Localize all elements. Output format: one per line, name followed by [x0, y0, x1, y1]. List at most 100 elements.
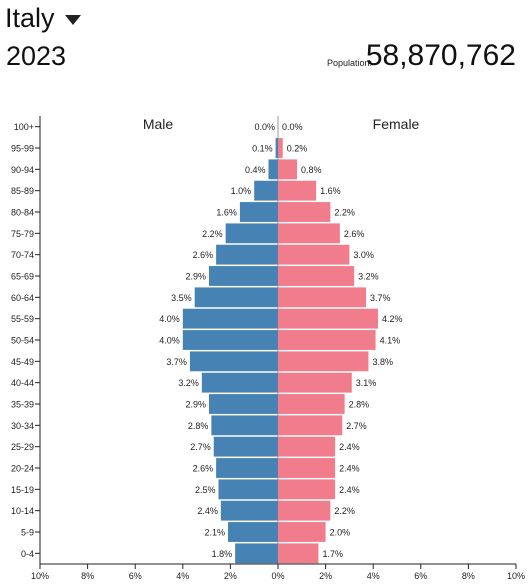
male-value-label: 3.7% — [166, 357, 187, 367]
female-bar — [278, 415, 343, 436]
y-tick-label: 25-29 — [11, 442, 34, 452]
female-bar — [278, 351, 369, 372]
female-value-label: 0.8% — [301, 165, 322, 175]
male-value-label: 2.6% — [193, 464, 214, 474]
y-tick-label: 100+ — [14, 122, 34, 132]
male-bar — [182, 330, 278, 350]
y-tick-label: 30-34 — [11, 421, 34, 431]
female-value-label: 2.4% — [339, 442, 360, 452]
female-value-label: 2.6% — [344, 229, 365, 239]
male-value-label: 2.1% — [205, 528, 226, 538]
male-value-label: 0.0% — [254, 122, 275, 132]
male-value-label: 2.8% — [188, 421, 209, 431]
y-tick-label: 15-19 — [11, 485, 34, 495]
y-tick-label: 55-59 — [11, 314, 34, 324]
male-value-label: 2.7% — [190, 442, 211, 452]
x-tick-label: 4% — [176, 571, 189, 581]
x-tick-label: 6% — [414, 571, 427, 581]
male-bar — [194, 287, 278, 308]
male-value-label: 1.6% — [216, 208, 237, 218]
population-value: 58,870,762 — [365, 39, 516, 72]
female-bar — [278, 202, 331, 222]
male-value-label: 2.4% — [197, 506, 218, 516]
female-value-label: 1.7% — [322, 549, 343, 559]
female-value-label: 3.7% — [370, 293, 391, 303]
x-tick-label: 6% — [129, 571, 142, 581]
male-value-label: 4.0% — [159, 336, 180, 346]
female-value-label: 0.0% — [282, 122, 303, 132]
female-bar — [278, 308, 378, 329]
female-value-label: 3.1% — [356, 378, 377, 388]
x-tick-label: 8% — [81, 571, 94, 581]
female-bar — [278, 436, 336, 457]
male-value-label: 2.6% — [193, 250, 214, 260]
x-tick-label: 4% — [367, 571, 380, 581]
female-bar — [278, 458, 336, 478]
y-tick-label: 90-94 — [11, 165, 34, 175]
x-tick-label: 2% — [319, 571, 332, 581]
male-bar — [208, 394, 278, 414]
x-tick-label: 10% — [507, 571, 525, 581]
female-bar — [278, 543, 319, 564]
female-bar — [278, 372, 352, 393]
female-value-label: 3.2% — [358, 272, 379, 282]
x-tick-label: 10% — [31, 571, 49, 581]
female-bar — [278, 330, 376, 350]
y-tick-label: 80-84 — [11, 208, 34, 218]
male-bar — [211, 415, 278, 436]
male-value-label: 2.9% — [185, 400, 206, 410]
y-tick-label: 0-4 — [21, 549, 34, 559]
y-tick-label: 75-79 — [11, 229, 34, 239]
female-bar — [278, 180, 317, 201]
female-value-label: 4.1% — [380, 336, 401, 346]
male-bar — [225, 223, 278, 244]
female-bar — [278, 287, 367, 308]
male-bar — [235, 543, 278, 564]
male-value-label: 1.0% — [231, 186, 252, 196]
y-tick-label: 65-69 — [11, 272, 34, 282]
female-bar — [278, 394, 345, 414]
male-value-label: 2.5% — [195, 485, 216, 495]
male-value-label: 3.2% — [178, 378, 199, 388]
y-tick-label: 70-74 — [11, 250, 34, 260]
male-value-label: 2.2% — [202, 229, 223, 239]
caret-down-icon[interactable] — [64, 15, 81, 25]
female-bar — [278, 223, 340, 244]
y-tick-label: 95-99 — [11, 144, 34, 154]
female-value-label: 1.6% — [320, 186, 341, 196]
male-bar — [189, 351, 278, 372]
male-bar — [208, 266, 278, 286]
female-value-label: 3.8% — [372, 357, 393, 367]
male-bar — [239, 202, 278, 222]
female-value-label: 2.7% — [346, 421, 367, 431]
male-bar — [216, 458, 278, 478]
y-tick-label: 45-49 — [11, 357, 34, 367]
y-tick-label: 35-39 — [11, 400, 34, 410]
female-value-label: 2.4% — [339, 485, 360, 495]
y-tick-label: 50-54 — [11, 336, 34, 346]
male-bar — [220, 500, 278, 521]
male-bar — [254, 180, 278, 201]
male-value-label: 1.8% — [212, 549, 233, 559]
female-value-label: 2.2% — [334, 208, 355, 218]
female-value-label: 2.8% — [349, 400, 370, 410]
female-bar — [278, 159, 298, 180]
male-bar — [213, 436, 278, 457]
male-series-label: Male — [143, 116, 174, 132]
female-bar — [278, 266, 355, 286]
male-bar — [182, 308, 278, 329]
x-tick-label: 2% — [224, 571, 237, 581]
male-bar — [218, 479, 278, 500]
country-name: Italy — [5, 3, 55, 33]
male-value-label: 2.9% — [185, 272, 206, 282]
female-bar — [278, 138, 283, 158]
male-bar — [216, 244, 278, 265]
male-bar — [275, 138, 278, 158]
country-selector[interactable]: Italy — [5, 2, 81, 34]
male-value-label: 0.1% — [252, 144, 273, 154]
male-value-label: 3.5% — [171, 293, 192, 303]
male-bar — [228, 522, 278, 542]
female-value-label: 0.2% — [287, 144, 308, 154]
x-tick-label: 8% — [462, 571, 475, 581]
